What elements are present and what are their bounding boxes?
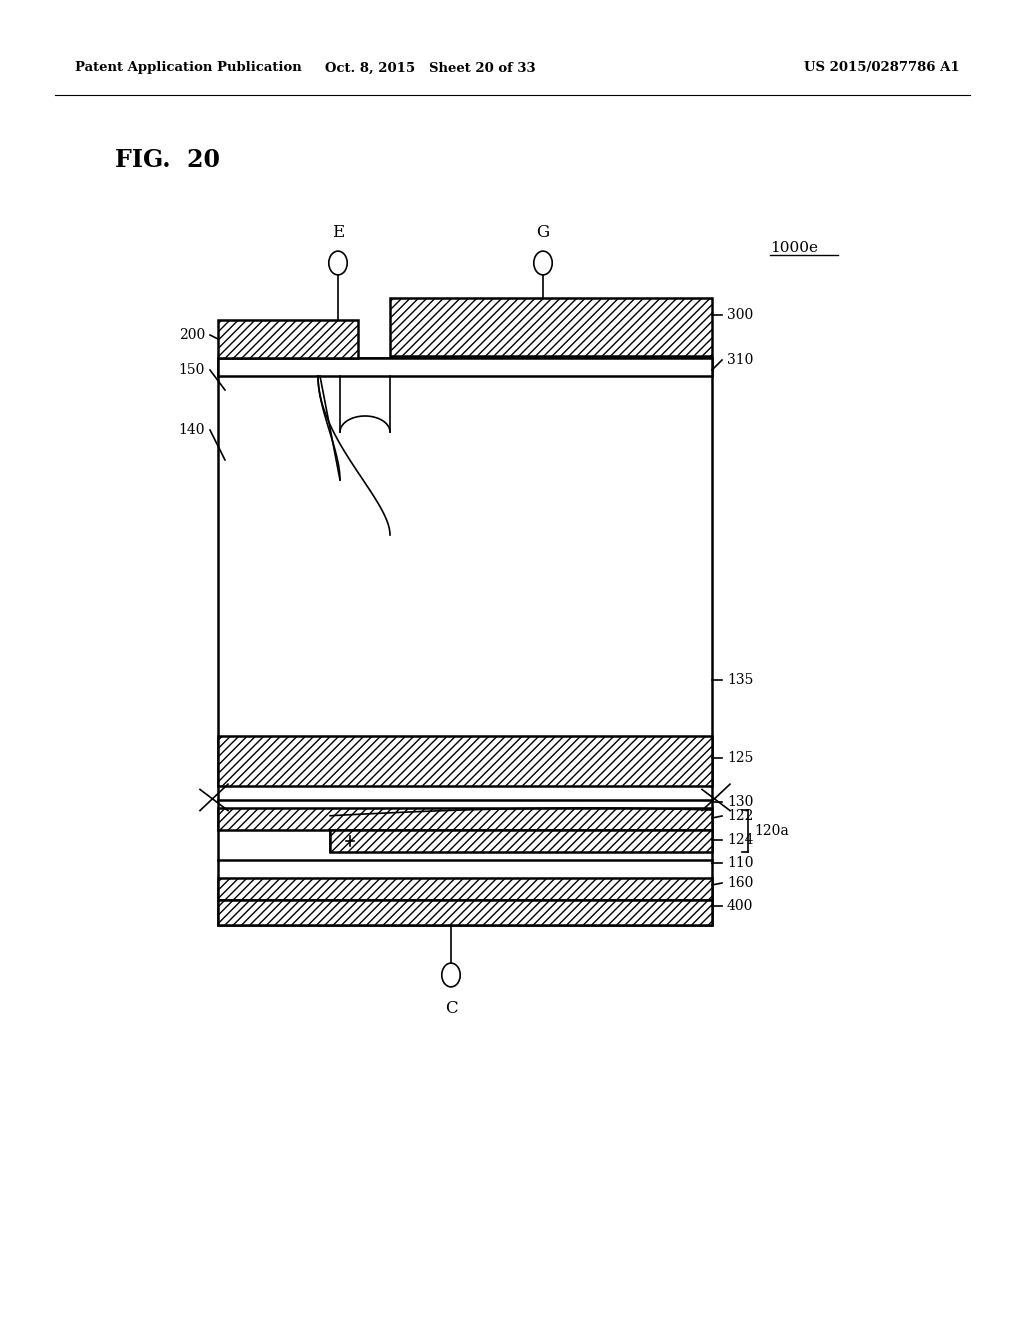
- Bar: [218, 900, 712, 925]
- Bar: [218, 358, 712, 376]
- Text: G: G: [537, 223, 550, 240]
- Text: 124: 124: [727, 833, 754, 847]
- Bar: [330, 830, 712, 851]
- Text: 160: 160: [727, 876, 754, 890]
- Bar: [390, 298, 712, 356]
- Text: 135: 135: [727, 673, 754, 686]
- Text: 110: 110: [727, 855, 754, 870]
- Bar: [218, 878, 712, 900]
- Text: 122: 122: [727, 809, 754, 822]
- Bar: [218, 358, 712, 925]
- Bar: [218, 319, 358, 358]
- Bar: [218, 808, 712, 830]
- Text: 310: 310: [727, 352, 754, 367]
- Text: C: C: [444, 1001, 458, 1018]
- Text: US 2015/0287786 A1: US 2015/0287786 A1: [805, 62, 961, 74]
- Text: 400: 400: [727, 899, 754, 913]
- Text: 140: 140: [178, 422, 205, 437]
- Text: 1000e: 1000e: [770, 242, 818, 255]
- Text: 300: 300: [727, 308, 754, 322]
- Text: Oct. 8, 2015   Sheet 20 of 33: Oct. 8, 2015 Sheet 20 of 33: [325, 62, 536, 74]
- Text: 200: 200: [179, 327, 205, 342]
- Text: 150: 150: [178, 363, 205, 378]
- Text: 130: 130: [727, 795, 754, 809]
- Text: 120a: 120a: [754, 824, 788, 838]
- Text: E: E: [332, 223, 344, 240]
- Text: 125: 125: [727, 751, 754, 766]
- Bar: [218, 737, 712, 785]
- Text: Patent Application Publication: Patent Application Publication: [75, 62, 302, 74]
- Text: FIG.  20: FIG. 20: [115, 148, 220, 172]
